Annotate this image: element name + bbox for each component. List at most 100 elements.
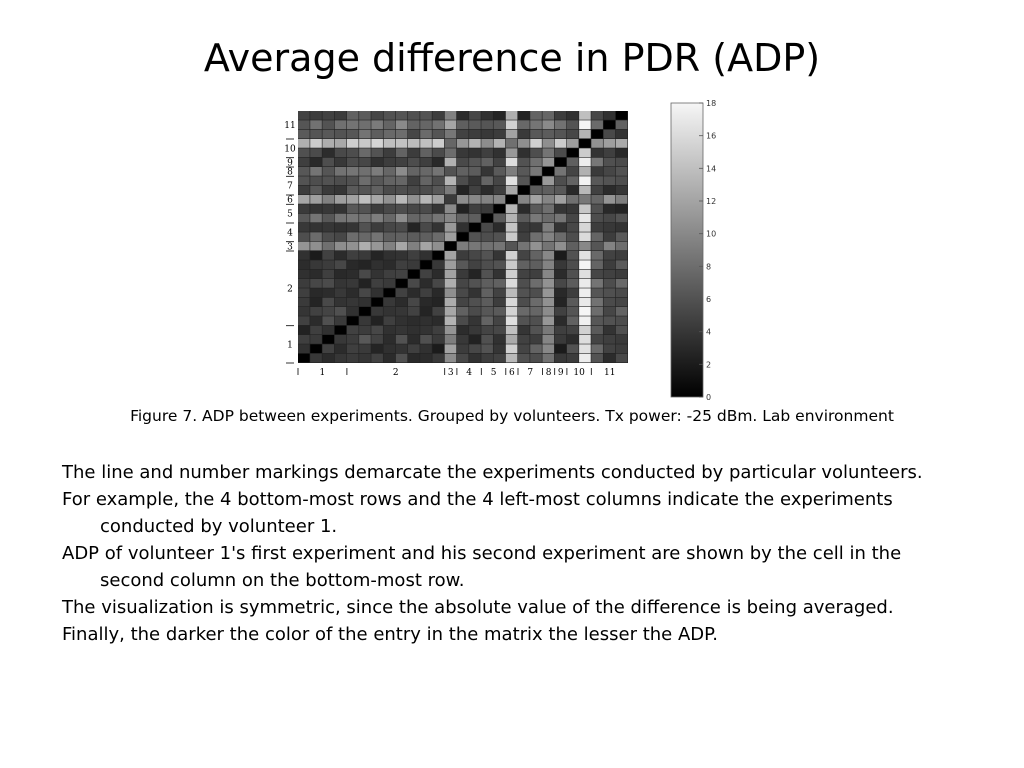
heatmap-cell: [408, 325, 420, 335]
heatmap-cell: [591, 139, 603, 148]
heatmap-cell: [456, 185, 469, 195]
heatmap-cell: [615, 307, 628, 316]
heatmap-cell: [408, 129, 420, 139]
heatmap-cell: [310, 279, 322, 288]
heatmap-cell: [322, 195, 335, 204]
heatmap-cell: [444, 316, 457, 326]
heatmap-cell: [334, 344, 347, 354]
heatmap-cell: [542, 213, 555, 223]
heatmap-cell: [383, 111, 396, 120]
heatmap-cell: [408, 335, 420, 344]
heatmap-cell: [359, 344, 371, 354]
heatmap-cell: [444, 204, 457, 214]
heatmap-cell: [408, 167, 420, 176]
heatmap-cell: [481, 251, 493, 260]
heatmap-cell: [469, 269, 481, 279]
heatmap-cell: [444, 213, 457, 223]
heatmap-cell: [456, 260, 469, 270]
heatmap-cell: [542, 260, 555, 270]
heatmap-cell: [591, 251, 603, 260]
heatmap-cell: [408, 195, 420, 204]
heatmap-cell: [542, 251, 555, 260]
heatmap-cell: [603, 223, 616, 232]
heatmap-cell: [615, 148, 628, 158]
heatmap-cell: [359, 251, 371, 260]
heatmap-cell: [554, 335, 567, 344]
heatmap-cell: [334, 129, 347, 139]
heatmap-cell: [542, 204, 555, 214]
volunteer-label: 3: [448, 368, 454, 378]
heatmap-cell: [298, 251, 310, 260]
heatmap-cell: [395, 129, 408, 139]
heatmap-cell: [554, 120, 567, 130]
heatmap-cell: [298, 335, 310, 344]
heatmap-cell: [530, 307, 542, 316]
heatmap-cell: [493, 297, 506, 307]
heatmap-cell: [493, 316, 506, 326]
heatmap-cell: [395, 316, 408, 326]
volunteer-label: 6: [509, 368, 515, 378]
heatmap-cell: [615, 344, 628, 354]
heatmap-cell: [603, 353, 616, 363]
volunteer-label: 1: [287, 340, 293, 350]
heatmap-cell: [554, 316, 567, 326]
heatmap-cell: [456, 195, 469, 204]
heatmap-cell: [420, 139, 432, 148]
heatmap-cell: [432, 260, 445, 270]
heatmap-cell: [469, 307, 481, 316]
heatmap-cell: [530, 223, 542, 232]
heatmap-cell: [493, 120, 506, 130]
heatmap-cell: [566, 232, 579, 242]
heatmap-cell: [518, 335, 530, 344]
heatmap-cell: [591, 148, 603, 158]
heatmap-cell: [322, 120, 335, 130]
colorbar-tick-label: 10: [706, 230, 716, 239]
heatmap-cell: [481, 344, 493, 354]
heatmap-cell: [518, 232, 530, 242]
heatmap-cell: [310, 325, 322, 335]
heatmap-cell: [420, 111, 432, 120]
heatmap-cell: [566, 335, 579, 344]
heatmap-cell: [456, 251, 469, 260]
heatmap-cell: [395, 176, 408, 186]
heatmap-cell: [444, 307, 457, 316]
heatmap-cell: [408, 241, 420, 251]
heatmap-cell: [322, 297, 335, 307]
heatmap-cell: [310, 120, 322, 130]
heatmap-cell: [542, 129, 555, 139]
heatmap-cell: [395, 223, 408, 232]
heatmap-cell: [615, 213, 628, 223]
heatmap-cell: [310, 167, 322, 176]
heatmap-cell: [371, 307, 383, 316]
heatmap-cell: [579, 148, 591, 158]
heatmap-cell: [554, 297, 567, 307]
heatmap-cell: [408, 176, 420, 186]
heatmap-cell: [346, 213, 359, 223]
heatmap-cell: [530, 325, 542, 335]
heatmap-cell: [298, 223, 310, 232]
heatmap-cell: [542, 185, 555, 195]
heatmap-cell: [395, 344, 408, 354]
heatmap-cell: [579, 223, 591, 232]
colorbar-tick-label: 6: [706, 295, 711, 304]
colorbar-tick-label: 4: [706, 328, 711, 337]
heatmap-cell: [469, 251, 481, 260]
heatmap-cell: [505, 223, 518, 232]
heatmap-cell: [579, 269, 591, 279]
heatmap-cell: [395, 167, 408, 176]
heatmap-cell: [542, 279, 555, 288]
heatmap-cell: [395, 297, 408, 307]
heatmap-cell: [456, 167, 469, 176]
heatmap-cell: [383, 157, 396, 167]
heatmap-cell: [432, 241, 445, 251]
heatmap-cell: [444, 344, 457, 354]
heatmap-cell: [518, 129, 530, 139]
heatmap-cell: [444, 279, 457, 288]
volunteer-label: 7: [287, 182, 293, 192]
slide-title: Average difference in PDR (ADP): [203, 36, 821, 80]
heatmap-cell: [310, 176, 322, 186]
heatmap-cell: [518, 279, 530, 288]
heatmap-cell: [603, 241, 616, 251]
heatmap-cell: [298, 120, 310, 130]
heatmap-cell: [395, 335, 408, 344]
